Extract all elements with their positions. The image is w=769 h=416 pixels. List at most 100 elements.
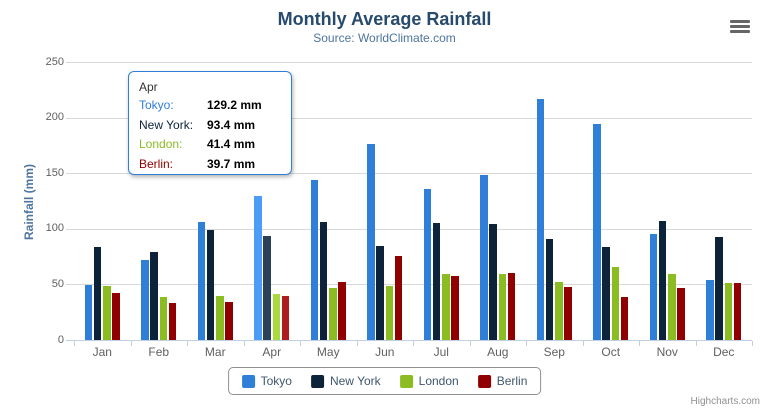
column-berlin[interactable]	[564, 287, 572, 340]
x-axis-line	[66, 340, 752, 341]
gridline	[66, 284, 752, 286]
column-tokyo[interactable]	[141, 260, 149, 340]
column-berlin[interactable]	[338, 281, 346, 340]
column-new-york[interactable]	[263, 236, 271, 340]
x-axis-label: Dec	[713, 345, 735, 359]
legend-label: Tokyo	[260, 374, 292, 388]
column-berlin[interactable]	[451, 276, 459, 340]
x-axis-tick	[130, 341, 132, 346]
column-new-york[interactable]	[545, 238, 554, 340]
legend-label: London	[418, 374, 459, 388]
x-axis-tick	[300, 341, 301, 346]
x-axis-tick	[469, 341, 471, 346]
y-axis-title: Rainfall (mm)	[22, 164, 36, 241]
x-axis-label: May	[316, 345, 340, 359]
column-tokyo[interactable]	[593, 124, 601, 340]
column-berlin[interactable]	[281, 295, 290, 340]
column-tokyo[interactable]	[480, 174, 488, 340]
column-tokyo[interactable]	[310, 179, 319, 340]
x-axis-label: Jun	[375, 345, 395, 359]
tooltip-series-name: New York:	[139, 117, 194, 132]
column-tokyo[interactable]	[423, 189, 432, 340]
column-berlin[interactable]	[225, 301, 233, 340]
gridline	[66, 173, 752, 175]
column-london[interactable]	[103, 285, 111, 340]
x-axis-label: Apr	[262, 345, 282, 359]
column-tokyo[interactable]	[254, 196, 262, 340]
x-axis-tick	[582, 341, 584, 346]
x-axis-tick	[187, 341, 188, 346]
column-london[interactable]	[498, 273, 507, 340]
column-london[interactable]	[442, 274, 450, 340]
column-tokyo[interactable]	[706, 279, 714, 340]
column-new-york[interactable]	[376, 246, 384, 340]
column-new-york[interactable]	[150, 252, 158, 340]
tooltip-series-name: London:	[139, 137, 183, 151]
column-london[interactable]	[611, 267, 620, 340]
column-berlin[interactable]	[507, 272, 516, 340]
column-new-york[interactable]	[93, 247, 102, 340]
x-axis-label: Jan	[92, 345, 112, 359]
column-new-york[interactable]	[602, 247, 610, 340]
legend-item-london[interactable]: London	[399, 374, 459, 388]
column-tokyo[interactable]	[649, 233, 658, 340]
column-berlin[interactable]	[168, 303, 177, 340]
credits-link[interactable]: Highcharts.com	[690, 396, 760, 407]
column-london[interactable]	[159, 296, 168, 340]
x-axis-tick	[695, 341, 697, 346]
x-axis-label: Sep	[543, 345, 565, 359]
column-new-york[interactable]	[206, 230, 215, 340]
x-axis-tick	[752, 341, 753, 346]
tooltip-series-value: 93.4 mm	[207, 117, 256, 132]
hamburger-icon	[730, 20, 750, 23]
legend-swatch-icon	[399, 374, 413, 388]
column-new-york[interactable]	[658, 221, 667, 340]
x-axis-tick	[526, 341, 527, 346]
column-tokyo[interactable]	[197, 221, 206, 340]
tooltip-series-name: Tokyo:	[139, 98, 174, 112]
column-berlin[interactable]	[394, 256, 403, 340]
legend-label: Berlin	[496, 374, 528, 388]
column-london[interactable]	[668, 274, 676, 340]
column-tokyo[interactable]	[84, 284, 93, 340]
column-tokyo[interactable]	[536, 99, 545, 340]
column-berlin[interactable]	[677, 287, 685, 340]
column-tokyo[interactable]	[367, 144, 375, 340]
legend-swatch-icon	[310, 374, 324, 388]
column-london[interactable]	[555, 281, 563, 340]
column-berlin[interactable]	[620, 296, 629, 340]
column-berlin[interactable]	[112, 292, 120, 340]
x-axis-tick	[243, 341, 245, 346]
column-london[interactable]	[216, 296, 224, 340]
legend-item-berlin[interactable]: Berlin	[477, 374, 528, 388]
y-axis-label: 50	[51, 277, 64, 290]
column-london[interactable]	[272, 293, 281, 340]
y-axis-label: 200	[45, 111, 64, 124]
column-london[interactable]	[385, 286, 394, 340]
chart-subtitle: Source: WorldClimate.com	[313, 31, 456, 45]
column-new-york[interactable]	[432, 223, 441, 340]
x-axis-label: Oct	[601, 345, 621, 359]
column-berlin[interactable]	[733, 283, 742, 340]
column-new-york[interactable]	[715, 237, 723, 340]
tooltip-series-value: 39.7 mm	[207, 156, 256, 171]
column-new-york[interactable]	[319, 222, 328, 340]
export-menu-button[interactable]	[728, 18, 757, 42]
x-axis-tick	[413, 341, 414, 346]
column-london[interactable]	[329, 287, 337, 340]
column-london[interactable]	[724, 283, 733, 340]
tooltip: Apr Tokyo: 129.2 mm New York: 93.4 mm London…	[128, 71, 292, 175]
gridline	[66, 62, 752, 63]
tooltip-header: Apr	[139, 80, 158, 94]
legend-item-new-york[interactable]: New York	[310, 374, 381, 388]
tooltip-series-value: 41.4 mm	[207, 137, 256, 151]
column-new-york[interactable]	[489, 224, 497, 340]
x-axis-tick	[74, 341, 75, 346]
tooltip-row: Berlin: 39.7 mm	[139, 155, 281, 175]
legend-item-tokyo[interactable]: Tokyo	[241, 374, 292, 388]
tooltip-rows: Tokyo: 129.2 mm New York: 93.4 mm London: 41.…	[139, 96, 281, 174]
x-axis-label: Mar	[204, 345, 226, 359]
legend: Tokyo New York London Berlin	[227, 367, 542, 395]
x-axis-tick	[639, 341, 640, 346]
